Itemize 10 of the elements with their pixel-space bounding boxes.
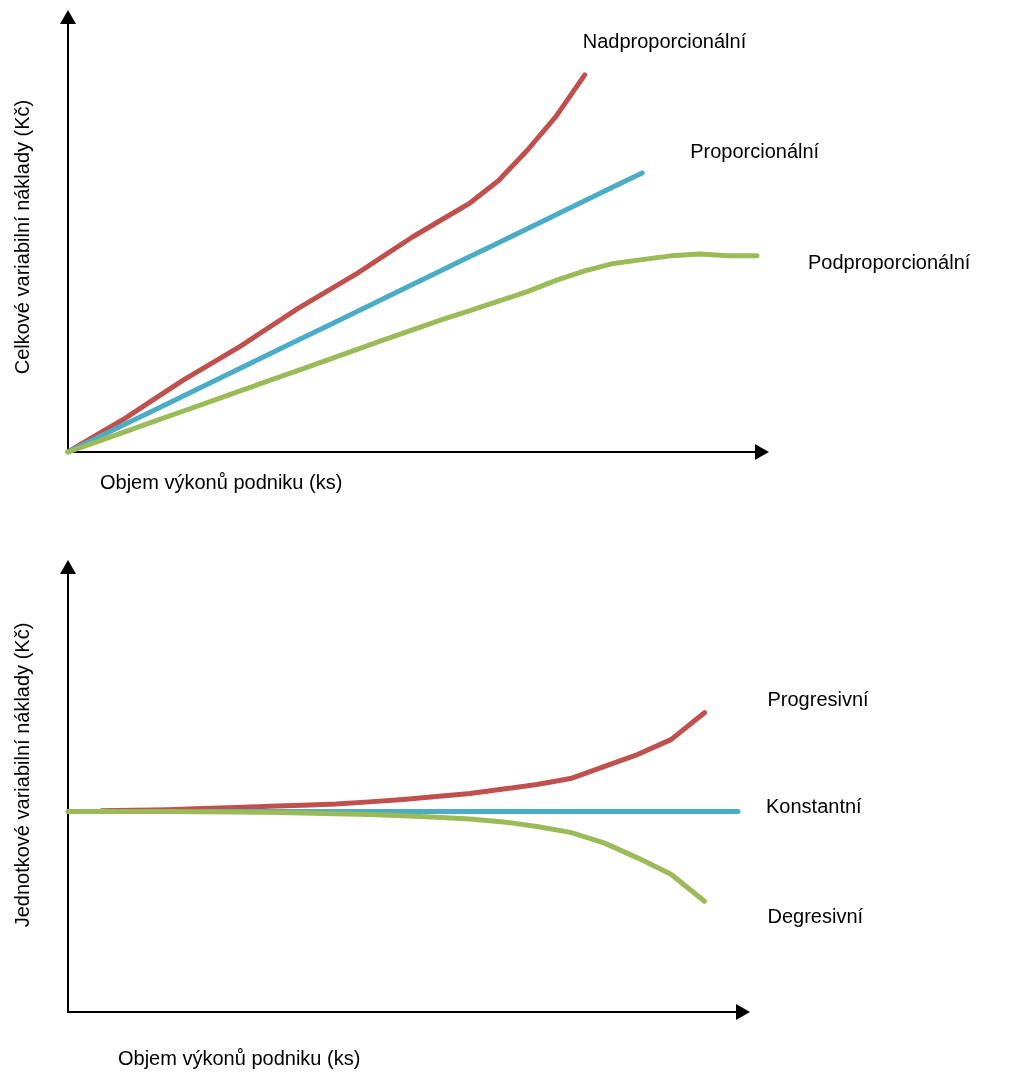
text: Proporcionální bbox=[690, 139, 820, 162]
y-axis-title: Celkové variabilní náklady (Kč) bbox=[11, 99, 33, 375]
text: Degresivní bbox=[767, 905, 864, 928]
series-label: Nadproporcionální bbox=[582, 29, 747, 52]
x-axis-title: Objem výkonů podniku (ks) bbox=[100, 471, 343, 493]
text: Progresivní bbox=[767, 687, 870, 710]
x-axis-title: Objem výkonů podniku (ks) bbox=[118, 1047, 361, 1069]
series-label: Konstantní bbox=[766, 795, 863, 818]
y-axis-title: Jednotkové variabilní náklady (Kč) bbox=[11, 622, 33, 928]
text: Podproporcionální bbox=[808, 250, 971, 273]
